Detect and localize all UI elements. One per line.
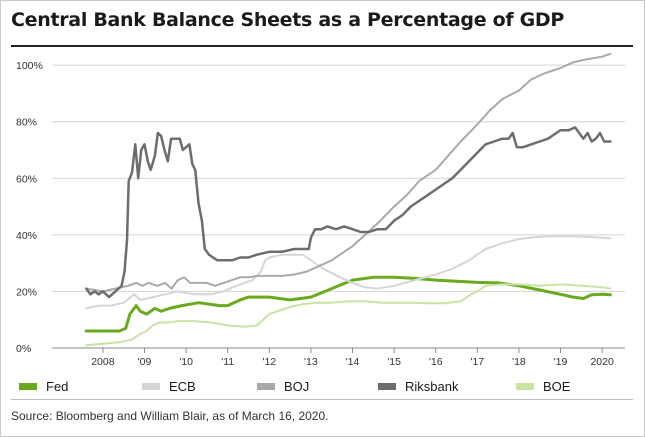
series-lines <box>84 52 612 347</box>
y-tick-label: 40% <box>16 230 37 242</box>
series-line-boj <box>85 52 612 293</box>
chart-title: Central Bank Balance Sheets as a Percent… <box>11 9 565 31</box>
x-tick-label: 2020 <box>590 356 614 368</box>
x-tick-label: '19 <box>554 356 568 368</box>
x-tick-label: '11 <box>221 356 234 368</box>
title-divider <box>11 45 633 47</box>
series-line-fed <box>84 275 612 333</box>
x-tick-label: '10 <box>179 356 193 368</box>
x-tick-label: '17 <box>470 356 484 368</box>
y-tick-label: 100% <box>16 60 43 72</box>
legend-swatch-riksbank <box>378 383 396 390</box>
x-tick-label: '15 <box>387 356 401 368</box>
y-axis-tick-labels: 0% 20% 40% 60% 80% 100% <box>16 60 43 355</box>
series-line-riksbank <box>84 126 612 299</box>
x-tick-label: '12 <box>262 356 276 368</box>
series-line-boe <box>85 283 612 347</box>
x-tick-label: '16 <box>429 356 443 368</box>
legend-label-fed: Fed <box>46 379 69 394</box>
y-tick-label: 80% <box>16 117 37 129</box>
series-line-ecb <box>85 235 612 310</box>
x-tick-label: '13 <box>304 356 318 368</box>
legend-label-boe: BOE <box>543 379 571 394</box>
x-tick-label: '18 <box>512 356 526 368</box>
legend-label-ecb: ECB <box>169 379 196 394</box>
gridlines <box>52 64 625 349</box>
legend-swatch-boj <box>257 383 275 390</box>
x-tick-label: '14 <box>346 356 360 368</box>
source-divider <box>11 399 633 400</box>
y-tick-label: 0% <box>16 343 31 355</box>
legend-swatch-boe <box>516 383 534 390</box>
legend-label-riksbank: Riksbank <box>405 379 459 394</box>
x-tick-label: 2008 <box>91 356 115 368</box>
y-tick-label: 20% <box>16 286 37 298</box>
legend-swatch-ecb <box>142 383 160 390</box>
x-axis-ticks: 2008 '09 '10 '11 '12 '13 '14 '15 '16 '17 '18 '19 202… <box>91 348 614 368</box>
legend-swatch-fed <box>19 383 37 390</box>
x-tick-label: '09 <box>138 356 152 368</box>
legend-label-boj: BOJ <box>284 379 310 394</box>
source-note: Source: Bloomberg and William Blair, as … <box>11 409 329 423</box>
y-tick-label: 60% <box>16 173 37 185</box>
